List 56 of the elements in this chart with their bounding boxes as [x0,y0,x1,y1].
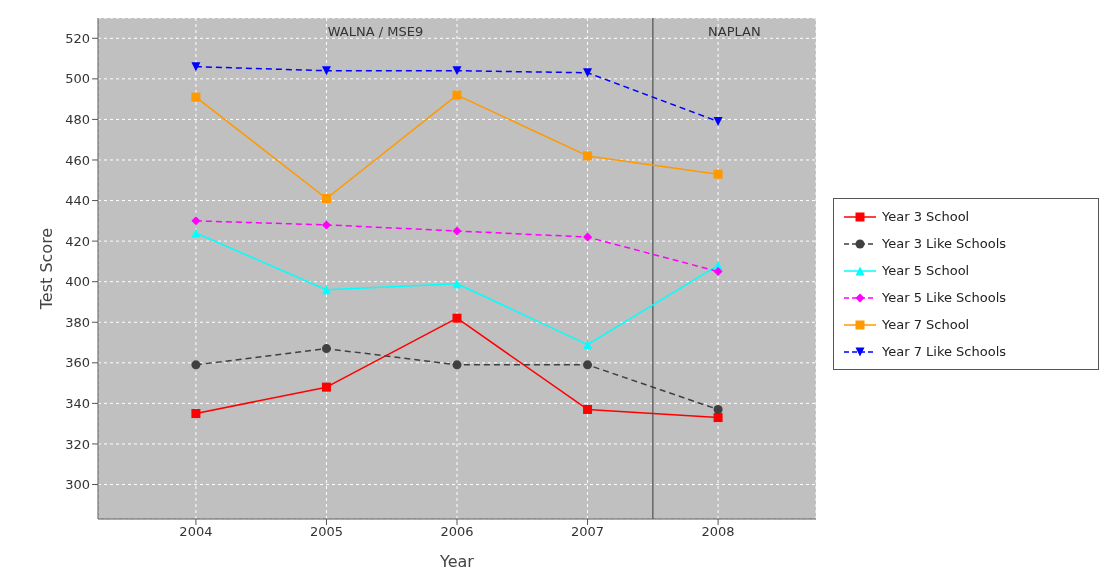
legend-label: Year 3 Like Schools [882,236,1007,251]
point [713,413,723,423]
point [452,313,462,323]
y-tick-label: 420 [65,233,90,249]
point [713,169,723,179]
y-tick-label: 360 [65,355,90,371]
x-tick-label: 2007 [571,524,605,540]
point [191,228,201,238]
point [583,360,593,370]
legend-label: Year 5 School [882,263,970,278]
point [321,66,331,76]
y-tick-label: 500 [65,71,90,87]
point [191,360,201,370]
point [452,279,462,289]
point [321,194,331,204]
annotation: WALNA / MSE9 [326,24,425,39]
point [191,62,201,72]
point [191,409,201,419]
x-tick-label: 2004 [179,524,213,540]
point [583,68,593,78]
point [452,360,462,370]
point [321,382,331,392]
point [713,116,723,126]
y-tick-label: 320 [65,436,90,452]
x-tick-label: 2005 [309,524,343,540]
annotation: NAPLAN [707,24,762,39]
legend-label: Year 5 Like Schools [882,290,1007,305]
y-tick-label: 400 [65,274,90,290]
legend-label: Year 7 School [882,317,970,332]
y-tick-label: 460 [65,152,90,168]
point [452,90,462,100]
y-tick-label: 300 [65,477,90,493]
point [191,216,201,226]
y-tick-label: 480 [65,112,90,128]
point [191,92,201,102]
point [713,267,723,277]
point [321,344,331,354]
point [452,226,462,236]
point [583,404,593,414]
point [713,404,723,414]
point [321,285,331,295]
point [321,220,331,230]
point [583,232,593,242]
legend-label: Year 7 Like Schools [882,344,1007,359]
y-tick-label: 340 [65,396,90,411]
point [452,66,462,76]
x-tick-label: 2008 [701,524,735,540]
y-tick-label: 520 [65,30,90,46]
y-tick-label: 380 [65,314,90,330]
point [583,340,593,350]
y-axis-title: Test Score [36,227,56,311]
x-tick-label: 2006 [440,524,474,540]
x-axis-title: Year [439,552,475,571]
legend-label: Year 3 School [882,209,970,224]
point [583,151,593,161]
y-tick-label: 440 [65,193,90,209]
